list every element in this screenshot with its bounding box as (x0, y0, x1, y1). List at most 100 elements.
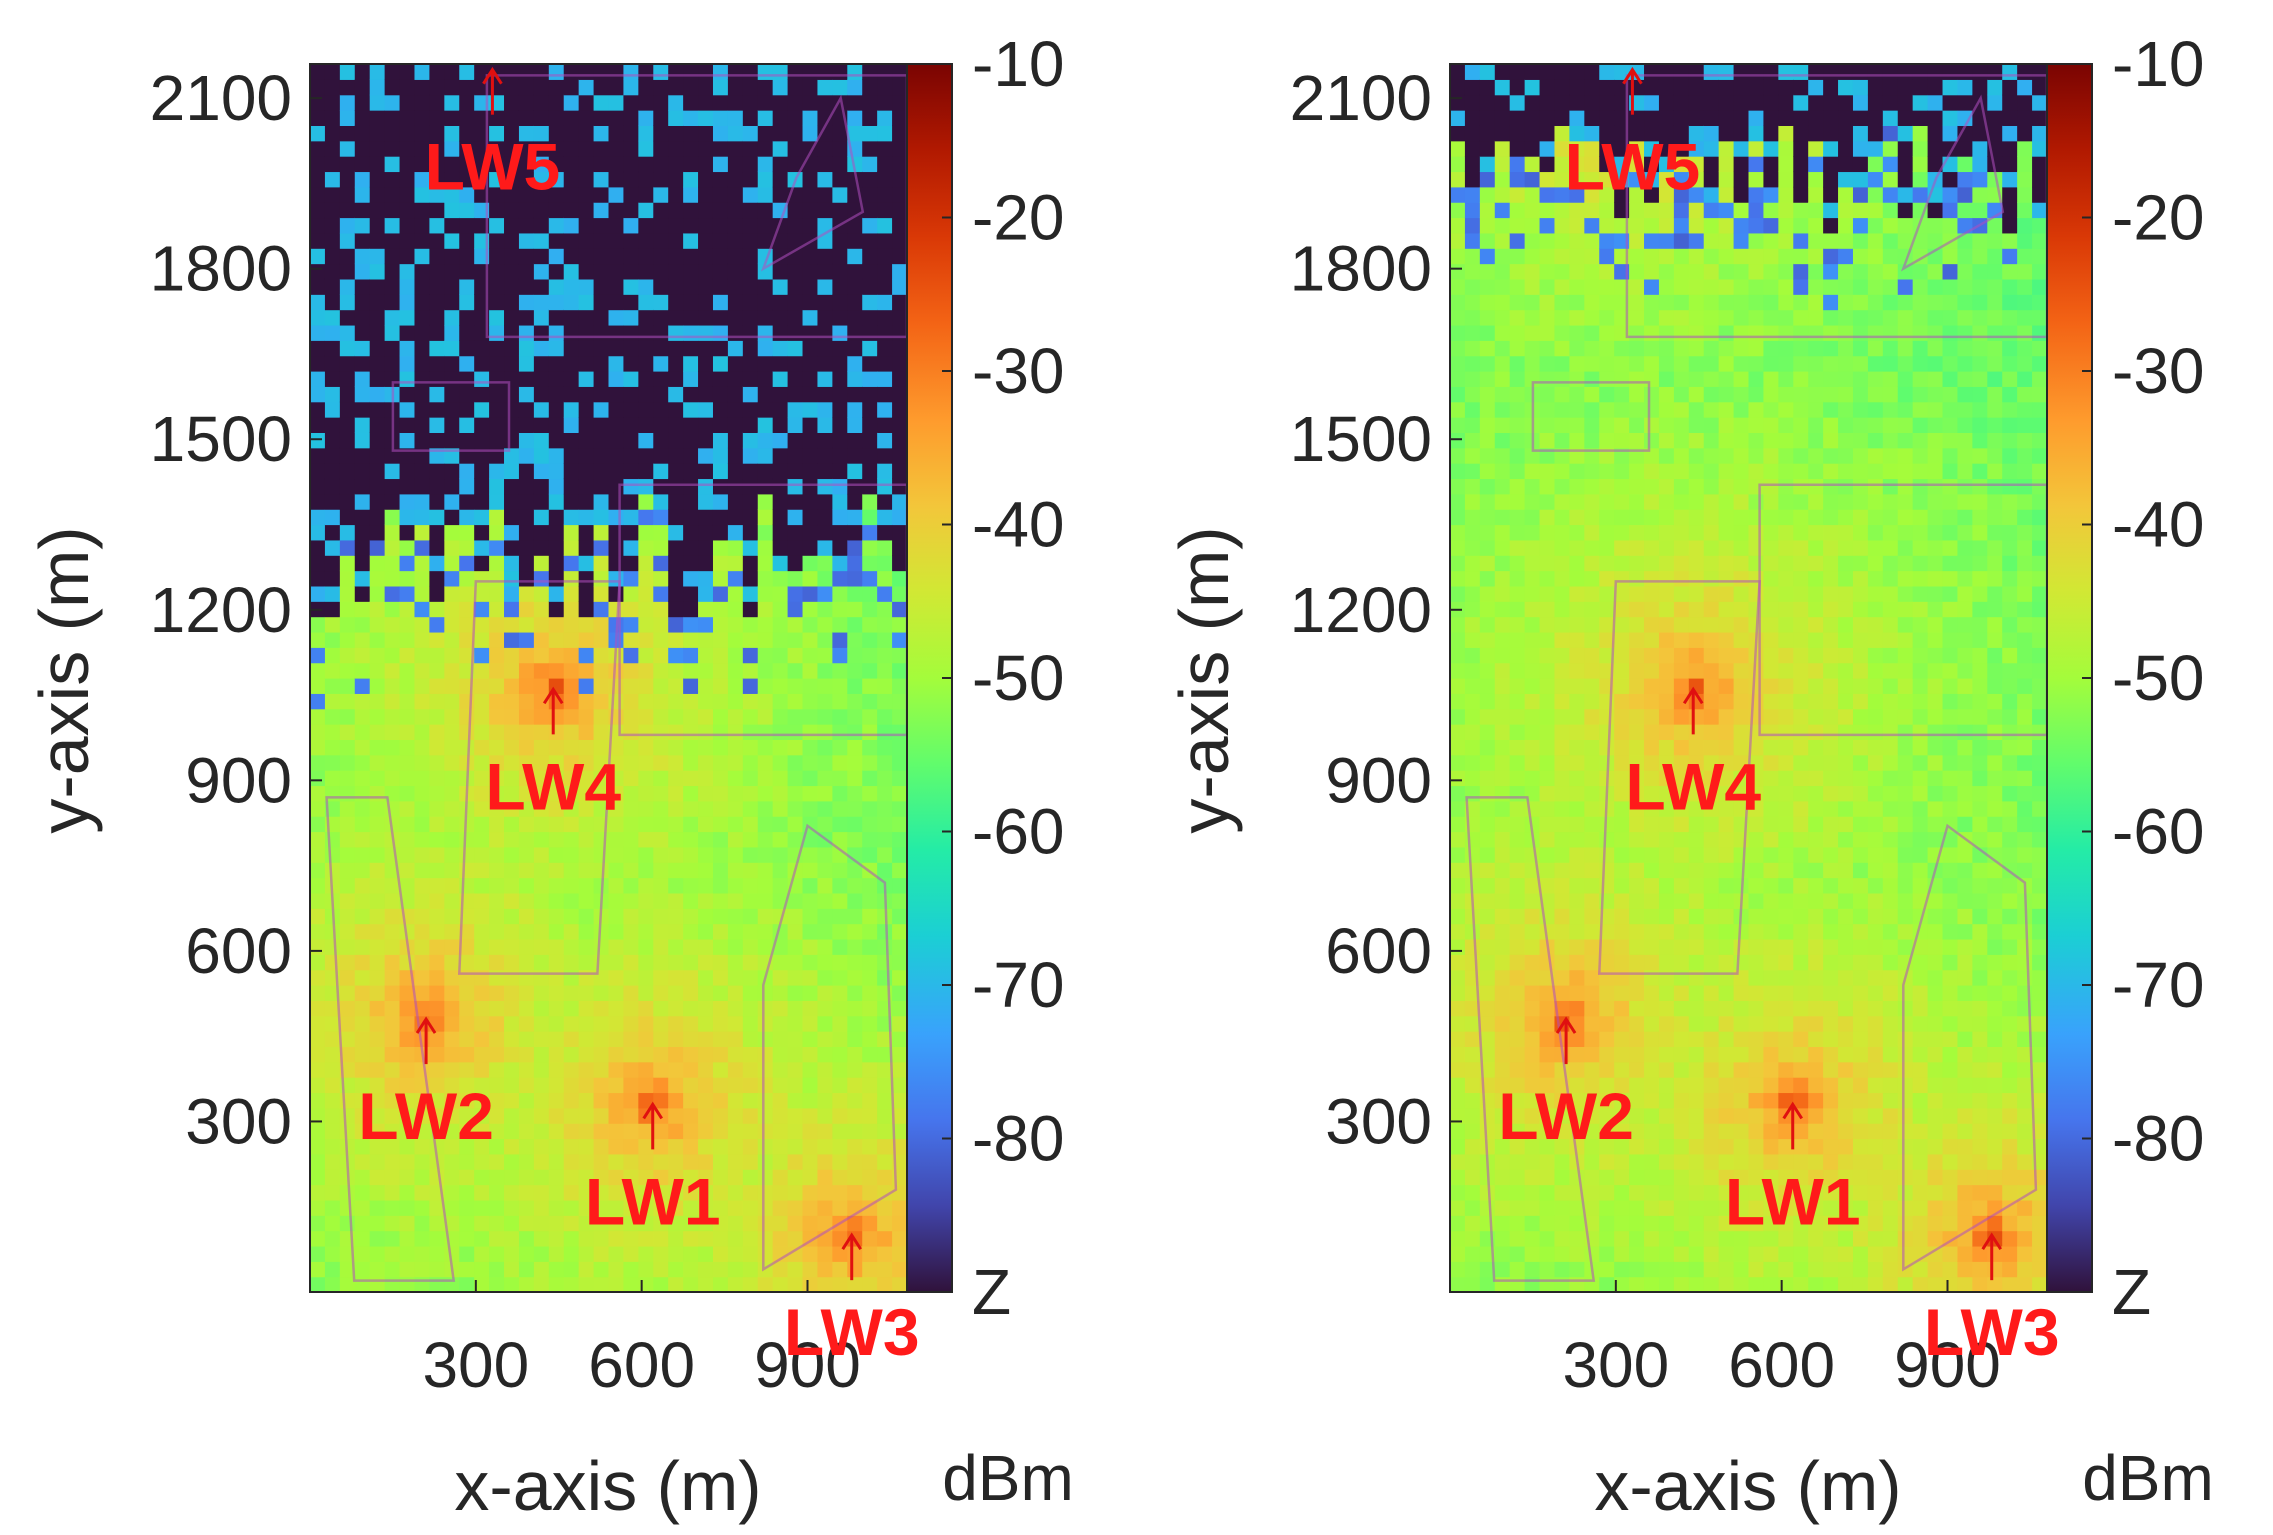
heatmap-cell (1748, 1230, 1765, 1247)
heatmap-cell (1569, 1199, 1585, 1216)
heatmap-cell (1718, 1261, 1735, 1278)
heatmap-cell (1569, 693, 1585, 710)
heatmap-cell (474, 555, 490, 572)
heatmap-cell (369, 125, 386, 142)
heatmap-cell (712, 294, 729, 311)
heatmap-cell (668, 892, 684, 909)
heatmap-cell (787, 1092, 804, 1109)
heatmap-cell (1479, 386, 1496, 403)
heatmap-cell (1494, 816, 1511, 833)
heatmap-cell (727, 232, 744, 249)
heatmap-cell (877, 1276, 893, 1293)
heatmap-cell (414, 831, 431, 848)
heatmap-cell (892, 493, 908, 510)
heatmap-cell (847, 923, 863, 940)
heatmap-cell (877, 800, 893, 817)
heatmap-cell (1658, 463, 1675, 480)
heatmap-cell (1554, 524, 1570, 541)
heatmap-cell (638, 770, 654, 787)
heatmap-cell (1479, 463, 1496, 480)
heatmap-cell (504, 1184, 520, 1201)
heatmap-cell (832, 739, 848, 756)
heatmap-cell (1644, 401, 1660, 418)
heatmap-cell (1614, 1061, 1630, 1078)
heatmap-cell (399, 94, 416, 111)
heatmap-cell (712, 693, 729, 710)
heatmap-cell (712, 493, 729, 510)
heatmap-cell (1733, 1092, 1750, 1109)
heatmap-cell (1629, 386, 1645, 403)
heatmap-cell (712, 1046, 729, 1063)
heatmap-cell (1509, 217, 1526, 234)
heatmap-cell (354, 463, 371, 480)
heatmap-cell (832, 923, 848, 940)
colorbar-tick-label: -30 (972, 335, 1065, 407)
heatmap-cell (862, 1245, 878, 1262)
heatmap-cell (354, 985, 371, 1001)
heatmap-cell (489, 1230, 505, 1247)
heatmap-cell (892, 1138, 908, 1155)
heatmap-cell (727, 386, 744, 403)
heatmap-cell (668, 831, 684, 848)
heatmap-cell (817, 478, 833, 495)
heatmap-cell (369, 708, 386, 725)
heatmap-cell (1673, 1184, 1690, 1201)
heatmap-cell (877, 140, 893, 157)
heatmap-cell (1479, 938, 1496, 955)
heatmap-cell (638, 1031, 654, 1047)
heatmap-cell (489, 770, 505, 787)
heatmap-cell (817, 1138, 833, 1155)
heatmap-cell (683, 1077, 699, 1094)
heatmap-cell (548, 846, 565, 863)
heatmap-cell (892, 785, 908, 802)
heatmap-cell (414, 1123, 431, 1140)
heatmap-cell (324, 739, 341, 756)
heatmap-cell (399, 125, 416, 142)
heatmap-cell (548, 110, 565, 126)
heatmap-cell (712, 1092, 729, 1109)
heatmap-cell (563, 371, 580, 387)
heatmap-cell (1479, 1000, 1496, 1017)
heatmap-cell (563, 64, 580, 80)
heatmap-cell (683, 800, 699, 817)
heatmap-cell (578, 892, 595, 909)
heatmap-cell (1733, 417, 1750, 433)
heatmap-cell (698, 1245, 714, 1262)
heatmap-cell (802, 79, 819, 96)
heatmap-cell (354, 739, 371, 756)
heatmap-cell (1629, 1046, 1645, 1063)
heatmap-cell (683, 278, 699, 295)
heatmap-cell (1539, 923, 1556, 940)
heatmap-cell (1494, 248, 1511, 265)
heatmap-cell (444, 1199, 460, 1216)
heatmap-cell (1614, 1199, 1630, 1216)
heatmap-cell (1703, 816, 1720, 833)
heatmap-cell (683, 1199, 699, 1216)
heatmap-cell (727, 585, 744, 602)
heatmap-cell (489, 570, 505, 587)
heatmap-cell (1703, 1184, 1720, 1201)
heatmap-cell (548, 1015, 565, 1032)
heatmap-cell (1688, 79, 1705, 96)
heatmap-cell (414, 693, 431, 710)
heatmap-cell (354, 754, 371, 771)
heatmap-cell (712, 570, 729, 587)
heatmap-cell (354, 79, 371, 96)
heatmap-cell (1614, 892, 1630, 909)
heatmap-cell (608, 1077, 625, 1094)
heatmap-cell (489, 232, 505, 249)
heatmap-cell (384, 724, 401, 740)
heatmap-cell (787, 1245, 804, 1262)
heatmap-cell (518, 324, 535, 341)
heatmap-cell (608, 985, 625, 1001)
heatmap-cell (668, 1031, 684, 1047)
heatmap-cell (399, 371, 416, 387)
heatmap-cell (459, 217, 475, 234)
heatmap-cell (1464, 524, 1481, 541)
heatmap-cell (1494, 94, 1511, 111)
heatmap-cell (354, 1215, 371, 1232)
heatmap-cell (832, 1061, 848, 1078)
heatmap-cell (1584, 785, 1600, 802)
heatmap-cell (1688, 355, 1705, 372)
heatmap-cell (1629, 401, 1645, 418)
